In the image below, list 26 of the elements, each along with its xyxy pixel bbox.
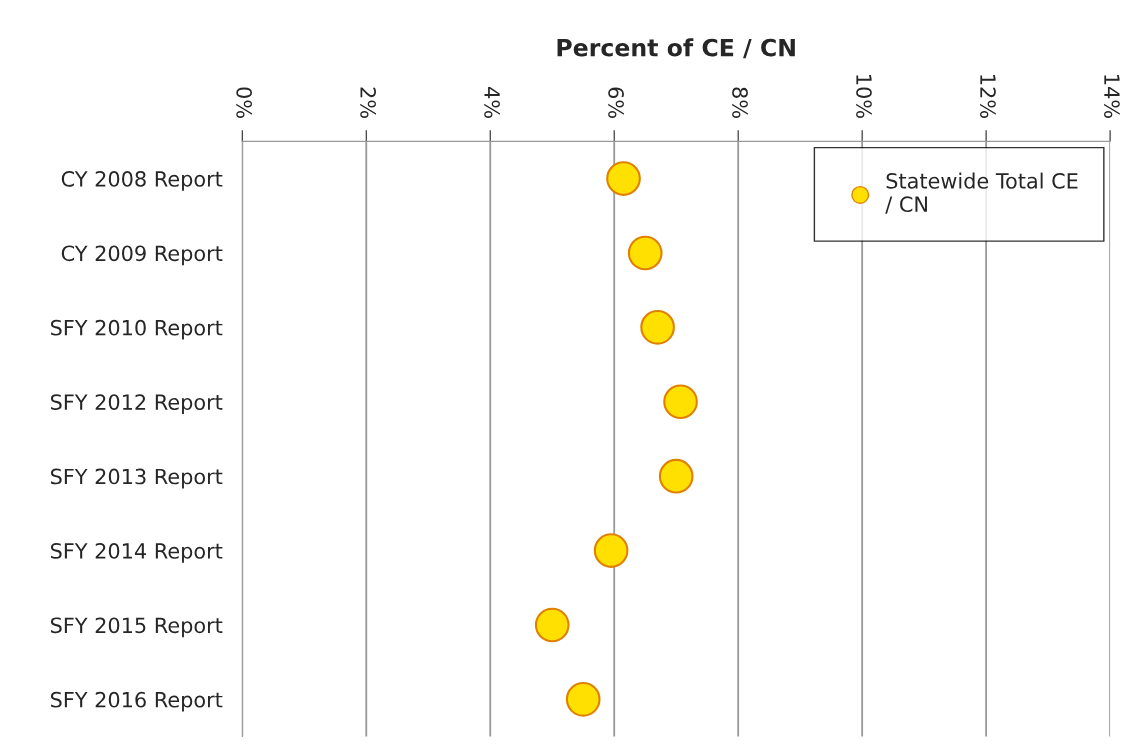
y-tick-label: SFY 2012 Report [50,394,223,415]
point [663,384,698,420]
point [606,161,641,196]
legend-label: Statewide Total CE / CN [885,172,1078,214]
point [658,458,694,494]
y-tick-label: SFY 2013 Report [50,468,223,489]
x-axis-title: Percent of CE / CN [557,38,795,59]
point [640,310,675,345]
x-tick-label: 4% [484,87,500,118]
point [627,235,663,271]
x-tick-label: 14% [1104,75,1120,118]
x-tick-label: 0% [236,87,253,118]
y-tick-label: SFY 2010 Report [50,319,223,340]
x-tick-label: 8% [732,87,748,118]
x-tick-label: 6% [608,87,624,118]
y-tick-label: SFY 2016 Report [50,691,223,712]
y-tick-label: CY 2009 Report [61,245,223,266]
y-tick-label: CY 2008 Report [61,171,223,191]
x-tick-label: 12% [980,75,996,118]
x-tick-label: 2% [360,87,376,118]
point [534,607,570,643]
y-tick-label: SFY 2014 Report [50,543,223,563]
point [565,682,601,717]
x-tick-label: 10% [856,75,872,118]
point [593,533,629,568]
y-tick-label: SFY 2015 Report [50,617,223,638]
